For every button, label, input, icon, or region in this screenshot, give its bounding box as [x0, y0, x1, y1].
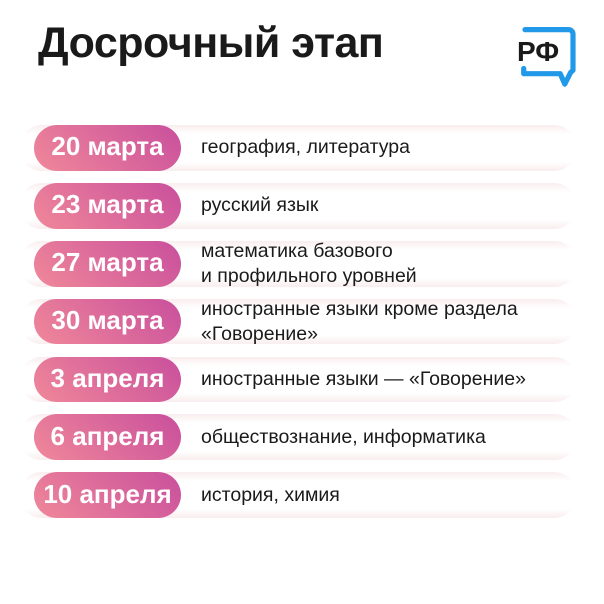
svg-text:РФ: РФ [517, 36, 559, 67]
